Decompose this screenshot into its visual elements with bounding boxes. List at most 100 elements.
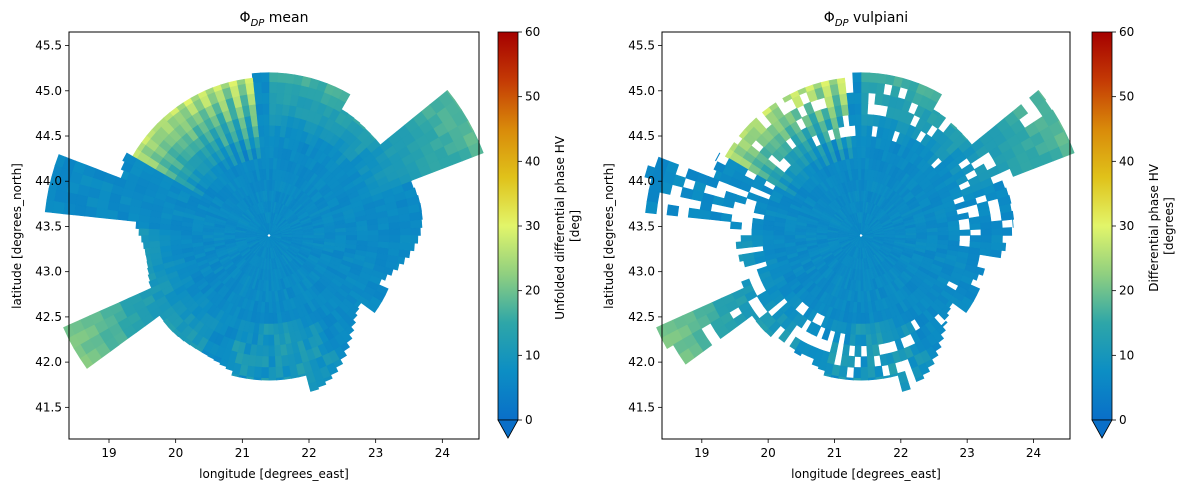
radar-cell xyxy=(868,377,877,381)
y-tick-label: 44.5 xyxy=(628,129,655,143)
radar-cell xyxy=(714,324,730,340)
radar-cell xyxy=(762,229,774,236)
radar-cell xyxy=(924,358,935,368)
radar-cell xyxy=(990,242,1003,251)
radar-cell xyxy=(122,152,128,162)
radar-cell xyxy=(805,232,817,236)
y-axis-label: latitude [degrees_north] xyxy=(10,163,24,309)
radar-cell xyxy=(740,240,753,249)
radar-cell xyxy=(724,148,734,160)
y-tick-label: 43.5 xyxy=(628,219,655,233)
radar-cell xyxy=(874,93,884,106)
radar-cell xyxy=(268,356,277,368)
radar-cell xyxy=(253,366,263,379)
radar-cell xyxy=(852,81,862,94)
radar-cell xyxy=(262,124,270,137)
x-tick-label: 24 xyxy=(435,446,450,460)
radar-cell xyxy=(313,235,326,239)
radar-cell xyxy=(991,227,1003,236)
radar-cell xyxy=(275,92,285,105)
radar-cell xyxy=(410,242,415,252)
radar-cell xyxy=(815,232,828,236)
colorbar-extend-low xyxy=(1091,419,1113,439)
colorbar-label: Unfolded differential phase HV [deg] xyxy=(553,132,582,320)
radar-cell xyxy=(940,320,948,328)
radar-cell xyxy=(860,356,869,368)
radar-cell xyxy=(273,135,280,148)
radar-cell xyxy=(644,165,656,180)
radar-cell xyxy=(268,377,277,381)
x-tick-label: 21 xyxy=(235,446,250,460)
radar-cell xyxy=(281,235,293,238)
y-tick-label: 45.0 xyxy=(35,84,62,98)
radar-cell xyxy=(376,284,389,296)
x-tick-label: 23 xyxy=(960,446,975,460)
radar-cell xyxy=(389,235,401,243)
radar-cell xyxy=(916,235,928,240)
x-tick-label: 21 xyxy=(827,446,842,460)
y-tick-label: 43.0 xyxy=(35,265,62,279)
radar-cell xyxy=(855,323,862,336)
radar-cell xyxy=(276,81,286,94)
radar-cell xyxy=(315,378,327,388)
radar-cell xyxy=(259,312,266,325)
colorbar-tick-label: 10 xyxy=(1119,348,1134,362)
y-tick-label: 45.5 xyxy=(35,39,62,53)
x-tick-label: 23 xyxy=(368,446,383,460)
radar-cell xyxy=(860,367,869,379)
radar-cell xyxy=(183,337,193,346)
x-tick-label: 24 xyxy=(1026,446,1041,460)
y-tick-label: 45.5 xyxy=(628,39,655,53)
radar-cell xyxy=(264,301,270,314)
radar-cell xyxy=(865,135,872,148)
colorbar-tick-label: 0 xyxy=(525,413,533,427)
radar-cell xyxy=(992,180,1006,192)
radar-cell xyxy=(894,235,907,239)
radar-cell xyxy=(335,235,347,240)
radar-cell xyxy=(261,103,270,115)
radar-cell xyxy=(158,229,171,236)
radar-cell xyxy=(257,334,265,347)
radar-cell xyxy=(969,235,982,243)
radar-cell xyxy=(324,235,336,240)
radar-cell xyxy=(349,320,357,328)
radar-cell xyxy=(860,168,865,180)
radar-cell xyxy=(377,240,390,249)
radar-cell xyxy=(854,124,862,137)
colorbar-tick-label: 50 xyxy=(1119,90,1134,104)
radar-cell xyxy=(302,235,315,239)
radar-cell xyxy=(905,235,917,239)
radar-cell xyxy=(753,206,767,216)
colorbar-gradient xyxy=(1091,31,1113,421)
x-tick-label: 20 xyxy=(761,446,776,460)
radar-cell xyxy=(252,81,262,94)
radar-cell xyxy=(738,129,749,140)
radar-cell xyxy=(1011,210,1015,220)
radar-cell xyxy=(367,229,380,236)
radar-cell xyxy=(680,186,694,200)
radar-cell xyxy=(991,235,1003,244)
radar-cell xyxy=(860,124,868,137)
radar-cell xyxy=(84,206,97,218)
radar-cell xyxy=(399,235,412,244)
radar-cell xyxy=(260,72,270,83)
radar-cell xyxy=(782,94,793,103)
radar-cell xyxy=(875,82,886,95)
radar-cell xyxy=(258,323,265,336)
y-tick-label: 44.5 xyxy=(35,129,62,143)
radar-cell xyxy=(719,212,733,223)
radar-cell xyxy=(388,241,401,250)
x-tick-label: 19 xyxy=(694,446,709,460)
y-tick-label: 42.0 xyxy=(628,355,655,369)
radar-cell xyxy=(936,325,946,336)
radar-cell xyxy=(268,146,274,159)
radar-cell xyxy=(254,355,264,368)
radar-cell xyxy=(135,221,139,229)
radar-cell xyxy=(191,231,203,236)
colorbar-tick-label: 0 xyxy=(1119,413,1127,427)
radar-cell xyxy=(346,308,358,321)
radar-cell xyxy=(948,235,960,242)
radar-cell xyxy=(860,377,869,381)
radar-cell xyxy=(796,315,808,329)
radar-cell xyxy=(783,231,796,236)
